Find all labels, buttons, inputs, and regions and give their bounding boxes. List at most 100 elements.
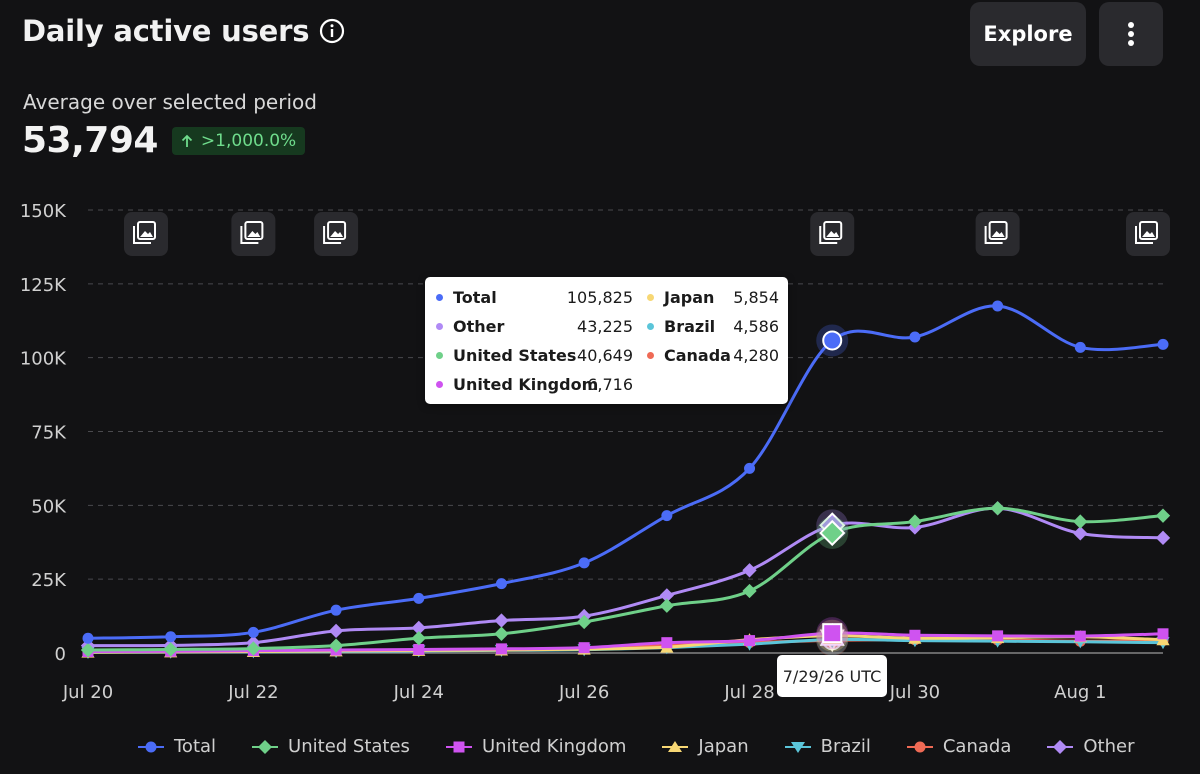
- y-tick-label: 75K: [31, 423, 67, 444]
- data-point-other: [411, 620, 426, 636]
- data-point-other: [494, 613, 509, 628]
- data-point-united-states: [80, 642, 96, 658]
- series-line-other: [87, 506, 1164, 648]
- more-vertical-icon: [1128, 22, 1134, 46]
- legend-marker-united-kingdom: [445, 741, 472, 752]
- data-point-total: [413, 592, 425, 604]
- y-tick-label: 0: [55, 644, 66, 665]
- x-tick-label: Jul 26: [558, 682, 609, 703]
- series-total: [82, 300, 1169, 644]
- annotation-image-icon[interactable]: [1126, 212, 1170, 256]
- data-point-united-states: [659, 598, 674, 613]
- data-point-total: [1074, 341, 1086, 353]
- hover-date-label: 7/29/26 UTC: [777, 655, 887, 697]
- series-line-total: [87, 304, 1164, 640]
- tooltip-name: Total: [453, 288, 497, 307]
- series-line-united-states: [87, 506, 1164, 652]
- tooltip-dot-total: [436, 294, 443, 301]
- legend-item-japan[interactable]: Japan: [660, 736, 749, 757]
- data-point-total: [165, 631, 177, 643]
- page-title: Daily active users: [22, 14, 310, 48]
- tooltip-dot-other: [436, 323, 443, 330]
- annotation-image-icon[interactable]: [314, 212, 359, 256]
- legend-marker-canada: [906, 741, 933, 752]
- data-point-united-states: [494, 626, 509, 641]
- data-point-united-kingdom: [413, 643, 425, 655]
- tooltip-dot-japan: [647, 294, 654, 301]
- tooltip-value: 43,225: [577, 317, 633, 336]
- legend-item-canada[interactable]: Canada: [905, 736, 1011, 757]
- data-point-total: [578, 557, 590, 569]
- tooltip-name: United Kingdom: [453, 375, 599, 394]
- data-point-united-states: [328, 638, 344, 653]
- y-tick-label: 150K: [20, 201, 67, 222]
- explore-button[interactable]: Explore: [970, 2, 1086, 66]
- annotation-image-icon[interactable]: [231, 212, 276, 256]
- data-point-united-states: [411, 631, 426, 646]
- data-point-other: [328, 623, 344, 638]
- data-point-total: [495, 578, 507, 590]
- tooltip-item-canada: Canada: [647, 346, 731, 365]
- metric-subtitle: Average over selected period: [23, 90, 317, 114]
- tooltip-value: 5,854: [733, 288, 779, 307]
- y-tick-label: 125K: [20, 275, 67, 296]
- data-point-total: [1157, 338, 1169, 350]
- tooltip-item-total: Total: [436, 288, 497, 307]
- tooltip-name: Other: [453, 317, 505, 336]
- series-other: [80, 501, 1171, 653]
- tooltip-item-other: Other: [436, 317, 504, 336]
- data-point-total: [247, 626, 259, 638]
- tooltip-name: Brazil: [664, 317, 716, 336]
- tooltip-dot-brazil: [647, 323, 654, 330]
- hover-point-united-kingdom: [822, 623, 843, 644]
- tooltip-value: 105,825: [566, 288, 633, 307]
- legend-marker-united-states: [252, 739, 279, 754]
- data-point-total: [82, 632, 94, 644]
- data-point-other: [742, 563, 757, 578]
- legend-item-other[interactable]: Other: [1045, 736, 1134, 757]
- x-tick-label: Jul 20: [62, 682, 113, 703]
- data-point-united-states: [907, 514, 923, 529]
- data-point-united-states: [742, 583, 757, 599]
- data-point-united-kingdom: [992, 630, 1004, 642]
- x-tick-label: Jul 30: [889, 682, 940, 703]
- metric-value: 53,794: [22, 120, 158, 161]
- legend-marker-japan: [662, 740, 689, 752]
- data-point-united-kingdom: [578, 642, 590, 654]
- data-point-united-states: [163, 642, 178, 657]
- tooltip-value: 4,280: [733, 346, 779, 365]
- legend-item-united-kingdom[interactable]: United Kingdom: [444, 736, 626, 757]
- series-united-states: [80, 501, 1171, 658]
- tooltip-dot-united-kingdom: [436, 381, 443, 388]
- data-point-united-kingdom: [744, 635, 756, 647]
- tooltip-value: 4,586: [733, 317, 779, 336]
- legend-label: Other: [1083, 736, 1135, 757]
- tooltip-value: 40,649: [577, 346, 633, 365]
- data-point-united-states: [1155, 508, 1171, 523]
- x-tick-label: Jul 24: [393, 682, 444, 703]
- data-point-united-states: [577, 614, 592, 630]
- annotation-image-icon[interactable]: [810, 212, 855, 256]
- tooltip-item-united-kingdom: United Kingdom: [436, 375, 598, 394]
- legend-item-brazil[interactable]: Brazil: [783, 736, 871, 757]
- data-point-united-states: [1073, 514, 1088, 529]
- data-point-united-kingdom: [1074, 630, 1086, 642]
- legend-item-total[interactable]: Total: [136, 736, 216, 757]
- more-options-button[interactable]: [1099, 2, 1163, 66]
- legend-item-united-states[interactable]: United States: [250, 736, 410, 757]
- tooltip-value: 6,716: [587, 375, 633, 394]
- tooltip-dot-united-states: [436, 352, 443, 359]
- y-tick-label: 25K: [31, 570, 67, 591]
- tooltip-name: United States: [453, 346, 577, 365]
- series-line-united-kingdom: [87, 631, 1164, 654]
- x-tick-label: Aug 1: [1054, 682, 1106, 703]
- hover-point-total: [822, 330, 843, 351]
- tooltip-item-united-states: United States: [436, 346, 576, 365]
- annotation-image-icon[interactable]: [124, 212, 168, 256]
- legend-label: Japan: [698, 736, 749, 757]
- info-icon[interactable]: [319, 18, 345, 44]
- legend-label: United States: [288, 736, 410, 757]
- data-point-united-kingdom: [661, 637, 673, 649]
- annotation-image-icon[interactable]: [975, 212, 1020, 256]
